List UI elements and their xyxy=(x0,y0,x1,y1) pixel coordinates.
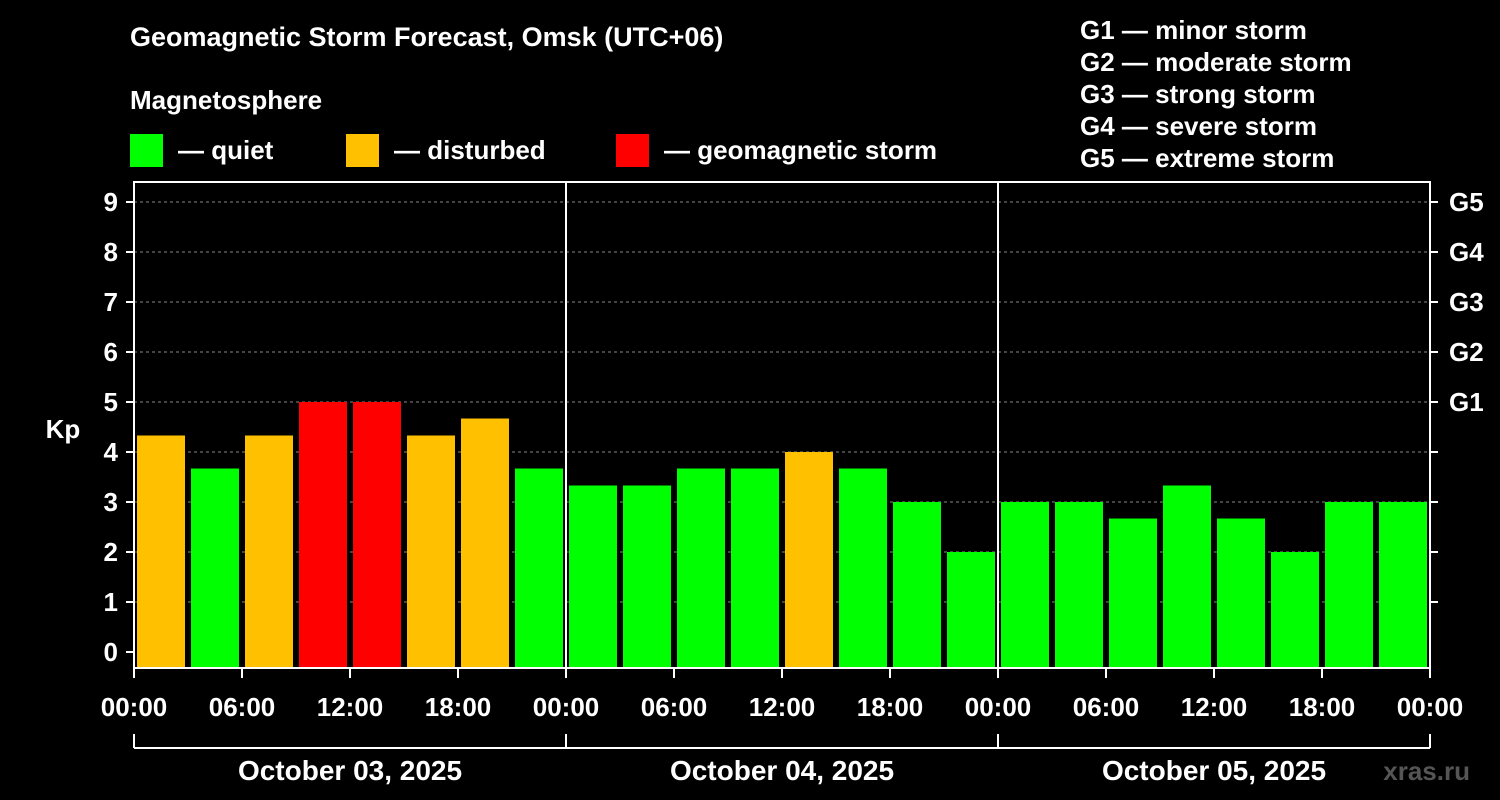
x-tick-label: 00:00 xyxy=(965,692,1032,722)
kp-bar-quiet xyxy=(1271,552,1319,668)
x-tick-label: 18:00 xyxy=(1289,692,1356,722)
kp-bar-quiet xyxy=(839,468,887,668)
kp-bar-quiet xyxy=(1109,518,1157,668)
kp-bar-quiet xyxy=(623,485,671,668)
x-tick-label: 18:00 xyxy=(425,692,492,722)
y-axis-label: Kp xyxy=(46,414,81,444)
kp-bar-quiet xyxy=(1163,485,1211,668)
storm-level-g3: G3 — strong storm xyxy=(1080,79,1316,109)
y-tick-label: 2 xyxy=(104,537,118,567)
watermark: xras.ru xyxy=(1383,756,1470,786)
g-level-label-g4: G4 xyxy=(1449,237,1484,267)
kp-bar-quiet xyxy=(569,485,617,668)
y-tick-label: 9 xyxy=(104,187,118,217)
kp-bar-quiet xyxy=(1001,502,1049,668)
y-tick-label: 0 xyxy=(104,637,118,667)
storm-level-g1: G1 — minor storm xyxy=(1080,15,1307,45)
day-label: October 05, 2025 xyxy=(1102,755,1326,786)
kp-bar-disturbed xyxy=(461,418,509,668)
kp-bar-quiet xyxy=(1325,502,1373,668)
y-tick-label: 8 xyxy=(104,237,118,267)
storm-level-list: G1 — minor storm G2 — moderate storm G3 … xyxy=(1080,14,1352,174)
y-tick-label: 4 xyxy=(104,437,119,467)
day-label: October 04, 2025 xyxy=(670,755,894,786)
y-tick-label: 5 xyxy=(104,387,118,417)
storm-level-g2: G2 — moderate storm xyxy=(1080,47,1352,77)
x-tick-label: 12:00 xyxy=(1181,692,1248,722)
x-tick-label: 00:00 xyxy=(533,692,600,722)
legend-swatch-storm xyxy=(616,134,649,167)
legend-label-disturbed: — disturbed xyxy=(394,135,546,165)
x-tick-label: 12:00 xyxy=(749,692,816,722)
x-tick-label: 12:00 xyxy=(317,692,384,722)
y-tick-label: 6 xyxy=(104,337,118,367)
x-tick-label: 00:00 xyxy=(1397,692,1464,722)
g-level-label-g3: G3 xyxy=(1449,287,1484,317)
kp-bar-quiet xyxy=(677,468,725,668)
kp-bar-quiet xyxy=(731,468,779,668)
kp-bar-disturbed xyxy=(245,435,293,668)
kp-bar-quiet xyxy=(515,468,563,668)
x-tick-label: 00:00 xyxy=(101,692,168,722)
storm-level-g5: G5 — extreme storm xyxy=(1080,143,1335,173)
y-tick-label: 1 xyxy=(104,587,118,617)
kp-bar-quiet xyxy=(947,552,995,668)
kp-bar-quiet xyxy=(1055,502,1103,668)
g-level-label-g5: G5 xyxy=(1449,187,1484,217)
chart-subtitle: Magnetosphere xyxy=(130,85,323,115)
y-tick-label: 3 xyxy=(104,487,118,517)
kp-bar-quiet xyxy=(1379,502,1427,668)
chart-title: Geomagnetic Storm Forecast, Omsk (UTC+06… xyxy=(130,22,724,52)
kp-bar-quiet xyxy=(191,468,239,668)
legend-label-quiet: — quiet xyxy=(178,135,274,165)
x-tick-label: 06:00 xyxy=(1073,692,1140,722)
storm-level-g4: G4 — severe storm xyxy=(1080,111,1318,141)
x-tick-label: 06:00 xyxy=(641,692,708,722)
x-tick-label: 06:00 xyxy=(209,692,276,722)
x-tick-label: 18:00 xyxy=(857,692,924,722)
g-level-label-g2: G2 xyxy=(1449,337,1484,367)
kp-bar-quiet xyxy=(893,502,941,668)
kp-bar-disturbed xyxy=(785,452,833,668)
kp-bar-disturbed xyxy=(137,435,185,668)
legend-swatch-quiet xyxy=(130,134,163,167)
g-level-label-g1: G1 xyxy=(1449,387,1484,417)
y-tick-label: 7 xyxy=(104,287,118,317)
day-label: October 03, 2025 xyxy=(238,755,462,786)
legend-swatch-disturbed xyxy=(346,134,379,167)
legend-label-storm: — geomagnetic storm xyxy=(664,135,938,165)
kp-bar-disturbed xyxy=(407,435,455,668)
kp-bar-storm xyxy=(299,402,347,668)
kp-bar-storm xyxy=(353,402,401,668)
kp-bar-quiet xyxy=(1217,518,1265,668)
